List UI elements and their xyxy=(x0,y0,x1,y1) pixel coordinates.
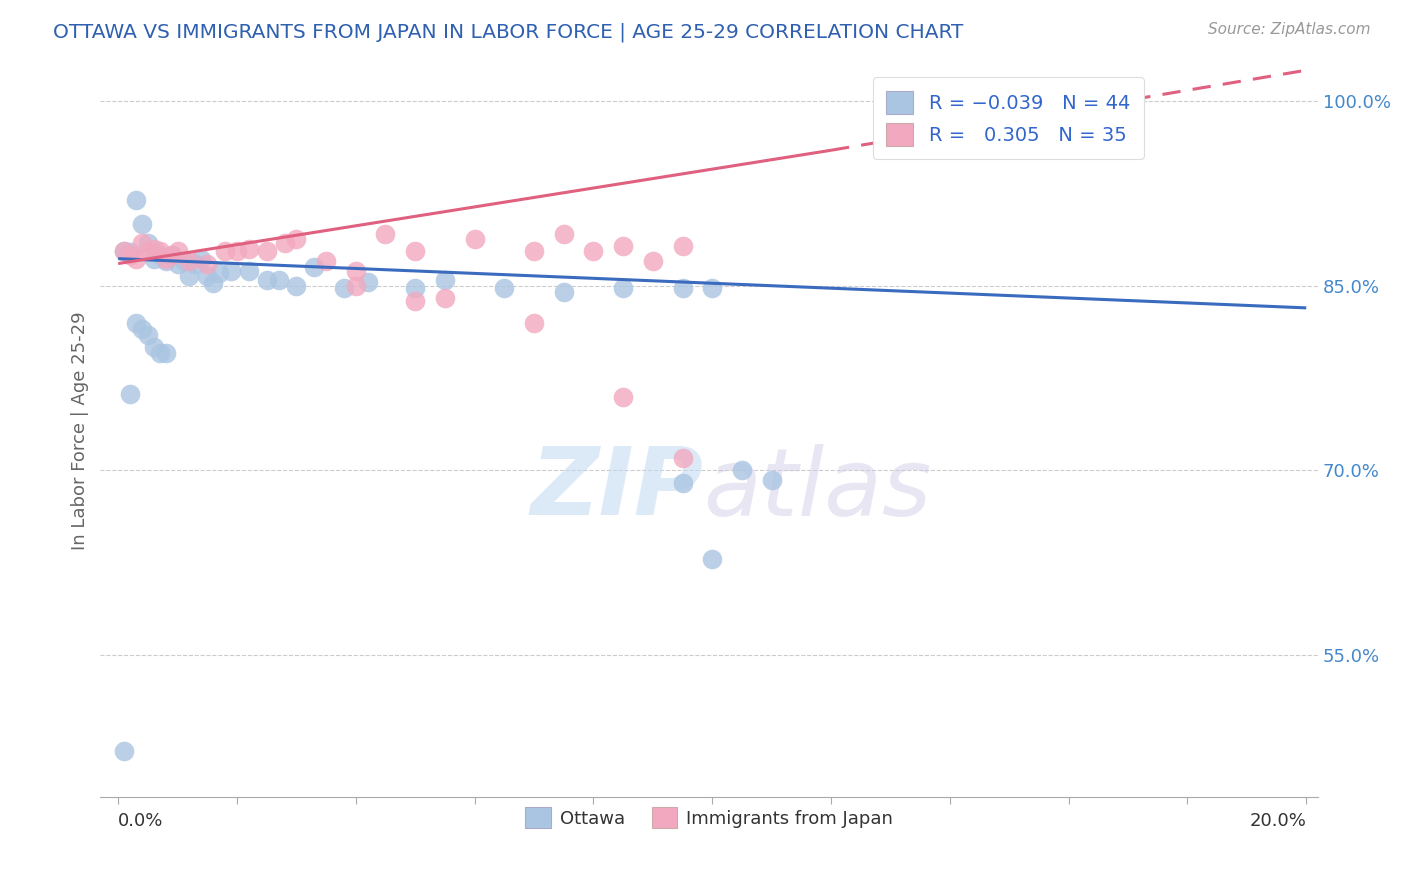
Point xyxy=(238,264,260,278)
Point xyxy=(267,272,290,286)
Point xyxy=(433,291,456,305)
Point xyxy=(136,244,159,259)
Point xyxy=(155,346,177,360)
Point xyxy=(142,242,165,256)
Point xyxy=(142,340,165,354)
Point xyxy=(671,451,693,466)
Point xyxy=(702,281,724,295)
Point xyxy=(671,239,693,253)
Point xyxy=(184,256,207,270)
Point xyxy=(238,242,260,256)
Point xyxy=(112,244,135,259)
Point xyxy=(112,244,135,259)
Point xyxy=(202,277,225,291)
Point xyxy=(195,256,218,270)
Point xyxy=(112,744,135,758)
Point xyxy=(404,244,426,259)
Point xyxy=(285,232,308,246)
Text: OTTAWA VS IMMIGRANTS FROM JAPAN IN LABOR FORCE | AGE 25-29 CORRELATION CHART: OTTAWA VS IMMIGRANTS FROM JAPAN IN LABOR… xyxy=(53,22,963,42)
Point xyxy=(702,552,724,566)
Point xyxy=(179,268,201,283)
Point xyxy=(118,248,141,262)
Point xyxy=(131,217,153,231)
Point xyxy=(136,235,159,250)
Point xyxy=(149,244,172,259)
Point xyxy=(160,248,183,262)
Point xyxy=(582,244,605,259)
Point xyxy=(173,254,195,268)
Y-axis label: In Labor Force | Age 25-29: In Labor Force | Age 25-29 xyxy=(72,311,89,549)
Point xyxy=(641,254,664,268)
Point xyxy=(190,252,212,266)
Point xyxy=(374,227,396,241)
Point xyxy=(256,244,278,259)
Point xyxy=(494,281,516,295)
Point xyxy=(404,293,426,308)
Point xyxy=(671,475,693,490)
Point xyxy=(464,232,486,246)
Point xyxy=(433,272,456,286)
Point xyxy=(149,248,172,262)
Point xyxy=(142,252,165,266)
Point xyxy=(131,235,153,250)
Point xyxy=(671,281,693,295)
Text: atlas: atlas xyxy=(703,443,931,534)
Point xyxy=(226,244,249,259)
Point xyxy=(523,316,546,330)
Point xyxy=(179,254,201,268)
Point xyxy=(612,239,634,253)
Point xyxy=(155,252,177,266)
Point xyxy=(612,390,634,404)
Point xyxy=(118,245,141,260)
Point xyxy=(333,281,356,295)
Point xyxy=(125,193,148,207)
Text: 20.0%: 20.0% xyxy=(1250,812,1306,830)
Point xyxy=(155,254,177,268)
Point xyxy=(553,285,575,299)
Point xyxy=(136,328,159,343)
Point xyxy=(285,278,308,293)
Point xyxy=(731,463,754,477)
Point xyxy=(553,227,575,241)
Point xyxy=(166,256,188,270)
Point xyxy=(125,316,148,330)
Point xyxy=(761,473,783,487)
Point xyxy=(612,281,634,295)
Point xyxy=(302,260,325,275)
Point xyxy=(160,248,183,262)
Point xyxy=(118,387,141,401)
Point xyxy=(219,264,242,278)
Point xyxy=(357,275,380,289)
Point xyxy=(523,244,546,259)
Point xyxy=(404,281,426,295)
Point xyxy=(315,254,337,268)
Point xyxy=(344,264,367,278)
Point xyxy=(344,278,367,293)
Point xyxy=(195,268,218,283)
Point xyxy=(131,322,153,336)
Text: ZIP: ZIP xyxy=(530,443,703,535)
Text: 0.0%: 0.0% xyxy=(118,812,163,830)
Point xyxy=(125,252,148,266)
Point xyxy=(256,272,278,286)
Point xyxy=(214,244,236,259)
Text: Source: ZipAtlas.com: Source: ZipAtlas.com xyxy=(1208,22,1371,37)
Point xyxy=(166,244,188,259)
Point xyxy=(149,346,172,360)
Legend: Ottawa, Immigrants from Japan: Ottawa, Immigrants from Japan xyxy=(519,800,900,836)
Point xyxy=(273,235,295,250)
Point xyxy=(208,267,231,281)
